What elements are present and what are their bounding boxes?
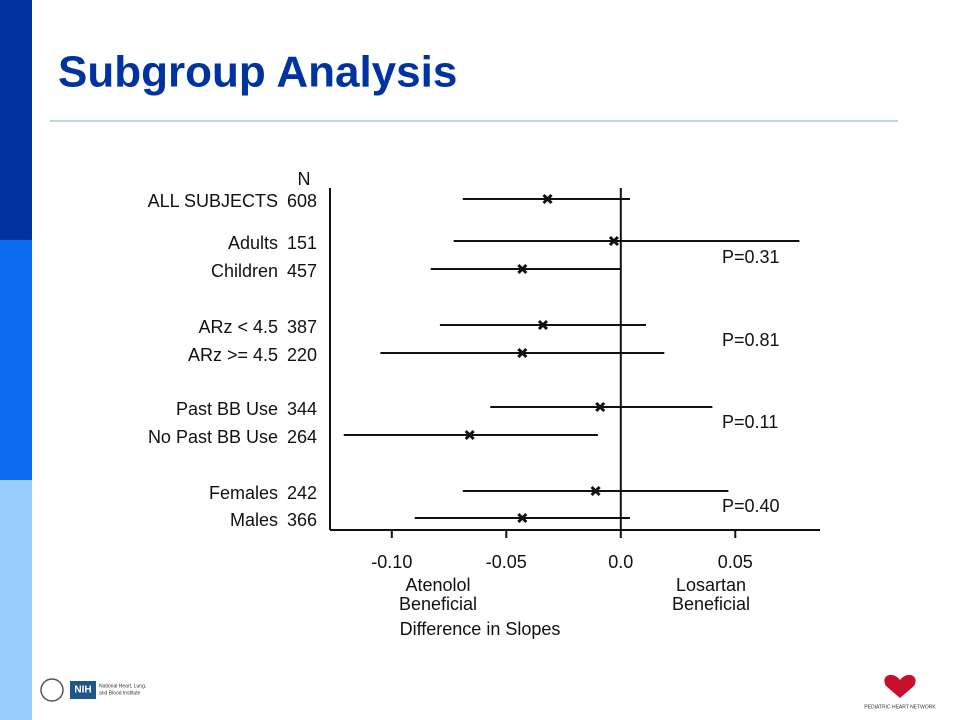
n-value: 151 — [287, 233, 317, 253]
x-axis-label: Difference in Slopes — [400, 619, 561, 639]
n-value: 387 — [287, 317, 317, 337]
row-label: Females — [209, 483, 278, 503]
point-estimate — [595, 401, 606, 413]
phn-heart — [884, 674, 916, 698]
n-value: 220 — [287, 345, 317, 365]
n-header: N — [298, 169, 311, 189]
point-estimate — [537, 319, 549, 331]
right-note: Losartan — [676, 575, 746, 595]
side-bar — [0, 240, 32, 480]
n-value: 344 — [287, 399, 317, 419]
point-estimate — [608, 235, 619, 247]
n-value: 366 — [287, 510, 317, 530]
point-estimate — [464, 429, 475, 441]
row-label: ARz >= 4.5 — [188, 345, 278, 365]
point-estimate — [590, 485, 601, 497]
p-value: P=0.81 — [722, 330, 780, 350]
slide-title: Subgroup Analysis — [58, 48, 457, 97]
right-note: Beneficial — [672, 594, 750, 614]
n-value: 457 — [287, 261, 317, 281]
point-estimate — [542, 193, 553, 205]
side-bar — [0, 480, 32, 720]
hhs-logo — [40, 678, 64, 702]
row-label: Past BB Use — [176, 399, 278, 419]
x-tick-label: -0.05 — [486, 552, 527, 572]
nih-logo: NIH — [74, 685, 91, 696]
n-value: 608 — [287, 191, 317, 211]
n-value: 242 — [287, 483, 317, 503]
side-bar — [0, 0, 32, 240]
left-note: Beneficial — [399, 594, 477, 614]
footer-left: NIH National Heart, Lung, and Blood Inst… — [40, 678, 146, 702]
nih-box — [70, 681, 96, 699]
p-value: P=0.31 — [722, 247, 780, 267]
point-estimate — [517, 347, 528, 359]
row-label: ALL SUBJECTS — [148, 191, 278, 211]
footer-right: PEDIATRIC HEART NETWORK — [864, 674, 936, 710]
row-label: Adults — [228, 233, 278, 253]
left-note: Atenolol — [405, 575, 470, 595]
point-estimate — [517, 512, 528, 524]
nih-text: and Blood Institute — [99, 690, 141, 696]
point-estimate — [517, 263, 528, 275]
row-label: No Past BB Use — [148, 427, 278, 447]
p-value: P=0.11 — [722, 412, 778, 432]
row-label: Children — [211, 261, 278, 281]
row-label: ARz < 4.5 — [198, 317, 278, 337]
x-tick-label: -0.10 — [371, 552, 412, 572]
n-value: 264 — [287, 427, 317, 447]
x-tick-label: 0.05 — [718, 552, 753, 572]
phn-text: PEDIATRIC HEART NETWORK — [864, 704, 936, 710]
p-value: P=0.40 — [722, 496, 780, 516]
row-label: Males — [230, 510, 278, 530]
x-tick-label: 0.0 — [608, 552, 633, 572]
nih-text: National Heart, Lung, — [99, 683, 146, 689]
